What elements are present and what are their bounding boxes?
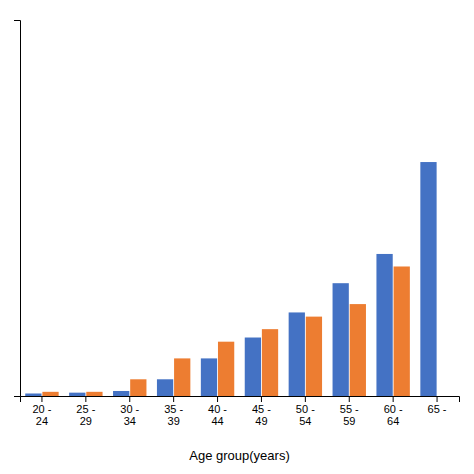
x-tick-label-line: 39: [168, 415, 180, 427]
x-tick-label-line: 49: [255, 415, 267, 427]
x-tick-mark: [41, 396, 42, 402]
x-tick-label: 45 -49: [252, 403, 271, 428]
x-tick-label-line: 35 -: [164, 403, 183, 415]
x-tick-label-line: 54: [299, 415, 311, 427]
bar: [350, 304, 366, 396]
x-tick-label-line: 30 -: [120, 403, 139, 415]
bar: [157, 379, 173, 396]
x-tick-label-line: 64: [387, 415, 399, 427]
x-axis-title: Age group(years): [189, 448, 289, 463]
x-tick-mark: [261, 396, 262, 402]
x-tick-label-line: 34: [124, 415, 136, 427]
x-tick: 55 -59: [340, 396, 359, 427]
x-tick-label: 60 -64: [384, 403, 403, 428]
x-tick-mark: [349, 396, 350, 402]
x-tick-label-line: 55 -: [340, 403, 359, 415]
bar: [130, 379, 146, 396]
bar: [289, 312, 305, 396]
bar: [245, 338, 261, 396]
x-tick-label: 65 -: [428, 403, 447, 415]
bar: [306, 317, 322, 396]
x-tick-label-line: 59: [343, 415, 355, 427]
x-tick: 25 -29: [76, 396, 95, 427]
x-tick-label-line: 44: [211, 415, 223, 427]
bar: [86, 392, 102, 396]
y-axis-line: [14, 21, 21, 397]
plot-area: 20 -24 25 -29 30 -34 35 -39 40 -44 45 -49 50 -…: [14, 21, 460, 428]
bar: [333, 283, 349, 396]
x-tick: 65 -: [428, 396, 447, 415]
x-tick-label: 40 -44: [208, 403, 227, 428]
y-axis: [14, 21, 21, 397]
x-tick-label-line: 24: [36, 415, 48, 427]
x-tick-label-line: 25 -: [76, 403, 95, 415]
x-tick: 50 -54: [296, 396, 315, 427]
x-tick-mark: [437, 396, 438, 402]
bar: [218, 342, 234, 396]
x-tick-mark: [393, 396, 394, 402]
x-tick-label-line: 45 -: [252, 403, 271, 415]
bar: [394, 266, 410, 396]
x-tick-label-line: 29: [80, 415, 92, 427]
bar: [437, 396, 453, 397]
x-tick-label-line: 50 -: [296, 403, 315, 415]
x-tick-label-line: 20 -: [32, 403, 51, 415]
x-tick: 20 -24: [32, 396, 51, 427]
x-tick-label-line: 60 -: [384, 403, 403, 415]
x-tick-mark: [129, 396, 130, 402]
bar: [25, 393, 41, 396]
bar: [113, 391, 129, 396]
x-tick-label-line: 65 -: [428, 403, 447, 415]
x-tick-label: 35 -39: [164, 403, 183, 428]
x-tick-label: 20 -24: [32, 403, 51, 428]
bar-series: [25, 162, 436, 396]
x-tick-mark: [217, 396, 218, 402]
x-tick-label: 25 -29: [76, 403, 95, 428]
bar: [42, 392, 58, 396]
x-tick-label: 30 -34: [120, 403, 139, 428]
bar-series: [42, 266, 409, 396]
bar: [69, 393, 85, 396]
x-tick: 60 -64: [384, 396, 403, 427]
x-tick-label: 50 -54: [296, 403, 315, 428]
x-tick: 30 -34: [120, 396, 139, 427]
x-tick-label-line: 40 -: [208, 403, 227, 415]
x-tick: 45 -49: [252, 396, 271, 427]
x-tick-label: 55 -59: [340, 403, 359, 428]
x-tick-mark: [173, 396, 174, 402]
chart-svg: 20 -24 25 -29 30 -34 35 -39 40 -44 45 -49 50 -…: [0, 0, 474, 474]
bars: [25, 162, 436, 396]
x-tick: 40 -44: [208, 396, 227, 427]
x-tick-mark: [85, 396, 86, 402]
x-axis-line: [21, 397, 460, 403]
bar: [376, 254, 392, 396]
bar: [420, 162, 436, 396]
x-tick: 35 -39: [164, 396, 183, 427]
bar: [201, 358, 217, 396]
x-axis: 20 -24 25 -29 30 -34 35 -39 40 -44 45 -49 50 -…: [21, 396, 460, 427]
bar: [174, 358, 190, 396]
x-tick-mark: [305, 396, 306, 402]
bar: [262, 329, 278, 396]
